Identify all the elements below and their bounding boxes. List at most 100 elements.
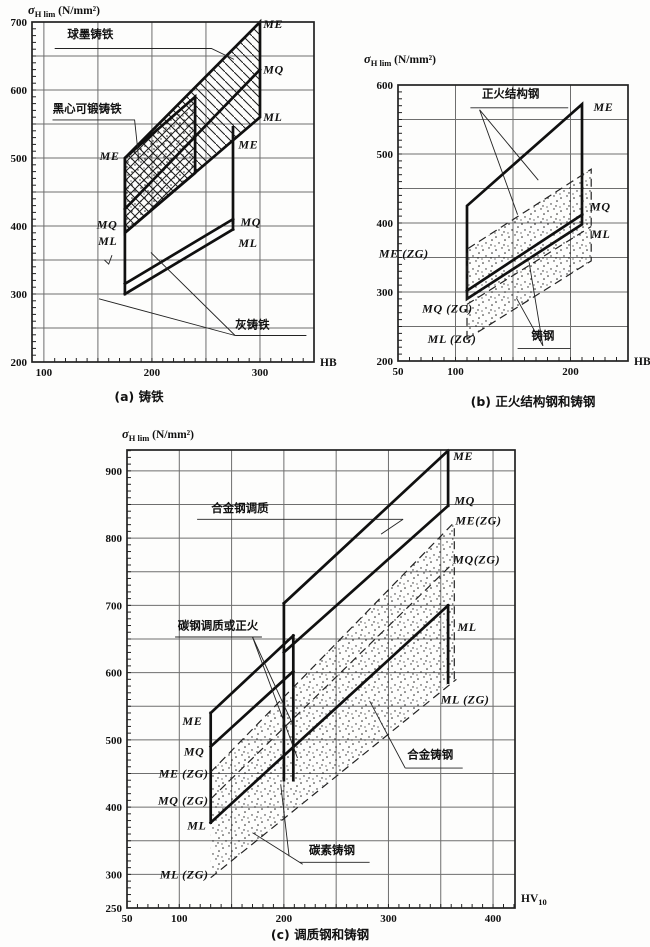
material-label: 球墨铸铁 [67, 27, 113, 41]
x-tick-label: 100 [171, 913, 188, 925]
leader-line [98, 298, 236, 336]
x-axis-title-a: HB [320, 357, 337, 369]
x-tick-label: 200 [144, 367, 161, 379]
x-tick-label: 50 [122, 913, 134, 925]
material-label: 黑心可锻铸铁 [53, 101, 122, 115]
leader-line [52, 119, 140, 162]
gray-iron-mq-line [123, 217, 235, 286]
grade-label: ML [456, 620, 476, 634]
material-label: 合金铸钢 [407, 748, 453, 762]
y-tick-label: 250 [106, 903, 123, 915]
grade-label: MQ [589, 199, 611, 213]
leader-line [528, 262, 544, 346]
grade-label: MQ [262, 63, 284, 77]
grade-label: ML (ZG) [427, 332, 477, 346]
leader-line [380, 518, 404, 535]
nodular-mq-line [122, 67, 262, 211]
x-axis-title-c: HV10 [521, 893, 547, 907]
chart-c: 50 100 200 300 400 250 300 400 500 600 700 800 900 ME… [106, 448, 516, 925]
grade-label: MQ [240, 215, 262, 229]
grade-label: ML (ZG) [440, 693, 490, 707]
grade-label: ML [237, 236, 257, 250]
y-tick-label: 700 [11, 17, 28, 29]
cast-steel-band-fill [467, 169, 592, 339]
material-label: 灰铸铁 [235, 318, 270, 332]
zg-mq-line [210, 562, 454, 800]
material-label: 正火结构钢 [482, 86, 540, 100]
x-axis-title-b: HB [634, 356, 650, 368]
grade-label: MQ [96, 218, 118, 232]
grade-label: ML (ZG) [159, 867, 209, 881]
grade-label: MQ (ZG) [421, 302, 473, 316]
material-label: 碳钢调质或正火 [178, 619, 259, 633]
x-tick-label: 200 [276, 913, 293, 925]
grade-label: ML [262, 110, 282, 124]
x-tick-label: 300 [380, 913, 397, 925]
leader-line [369, 700, 406, 769]
malleable-cast-iron-band-fill [124, 96, 196, 233]
x-tick-label: 100 [447, 366, 464, 378]
material-label: 铸钢 [531, 328, 554, 342]
y-tick-label: 500 [106, 735, 123, 747]
leader-line [280, 784, 290, 857]
y-tick-label: 700 [106, 600, 123, 612]
ml-line [208, 603, 451, 825]
grade-label: ME (ZG) [158, 766, 209, 780]
leader-line [252, 636, 298, 759]
zg-me-line [210, 522, 454, 773]
grade-label: MQ [183, 744, 205, 758]
y-tick-label: 600 [11, 85, 28, 97]
caption-chart-c: (c) 调质钢和铸钢 [271, 927, 369, 942]
cast-steel-mq-line [466, 225, 592, 305]
grade-label: ME [452, 449, 473, 463]
y-tick-label: 500 [377, 149, 394, 161]
grade-label: ME [262, 17, 283, 31]
grade-label: ME [593, 100, 614, 114]
y-tick-label: 300 [106, 869, 123, 881]
leader-line [252, 832, 303, 865]
grade-label: ME (ZG) [378, 246, 429, 260]
x-tick-label: 200 [562, 366, 579, 378]
grade-label: ME [181, 714, 202, 728]
x-tick-label: 100 [36, 367, 53, 379]
leader-line [479, 109, 519, 215]
gray-iron-ml-line [123, 227, 235, 296]
leader-line [252, 636, 293, 724]
leader-line [104, 255, 113, 265]
y-tick-label: 300 [11, 289, 28, 301]
leader-line [150, 252, 236, 336]
leader-line [479, 109, 539, 181]
y-tick-label: 200 [11, 357, 28, 369]
caption-chart-b: (b) 正火结构钢和铸钢 [471, 394, 596, 409]
grade-label: ME [237, 137, 258, 151]
y-tick-label: 500 [11, 153, 28, 165]
y-axis-title-b: σH lim (N/mm²) [364, 52, 436, 68]
y-axis-title-c: σH lim (N/mm²) [122, 427, 194, 443]
grade-label: ME(ZG) [454, 514, 501, 528]
y-tick-label: 400 [377, 218, 394, 230]
x-tick-label: 50 [393, 366, 405, 378]
cast-steel-stipple-region-fill [210, 523, 454, 878]
grade-label: ML [186, 818, 206, 832]
carbon-me-line [208, 633, 296, 715]
zg-ml-line [210, 678, 457, 879]
malleable-cast-iron-band [123, 93, 197, 236]
steel-mq-line [465, 212, 584, 293]
y-tick-label: 600 [106, 668, 123, 680]
leader-line [516, 297, 544, 347]
material-label: 合金钢调质 [211, 501, 269, 515]
grade-label: MQ(ZG) [452, 553, 500, 567]
y-tick-label: 400 [106, 802, 123, 814]
chart-a: 100 200 300 200 300 400 500 600 700 ME MQ ML ME MQ ML M… [11, 17, 315, 379]
grade-label: ML [590, 227, 610, 241]
caption-chart-a: (a) 铸铁 [114, 389, 164, 404]
grade-label: ML [97, 234, 117, 248]
carbon-mq-line [208, 669, 296, 749]
charts-render-root: 100 200 300 200 300 400 500 600 700 ME MQ ML ME MQ ML M… [11, 17, 629, 925]
alloy-me-line [281, 448, 451, 606]
grade-label: MQ (ZG) [157, 793, 209, 807]
material-label: 碳素铸钢 [309, 843, 355, 857]
cast-steel-band [466, 168, 592, 340]
